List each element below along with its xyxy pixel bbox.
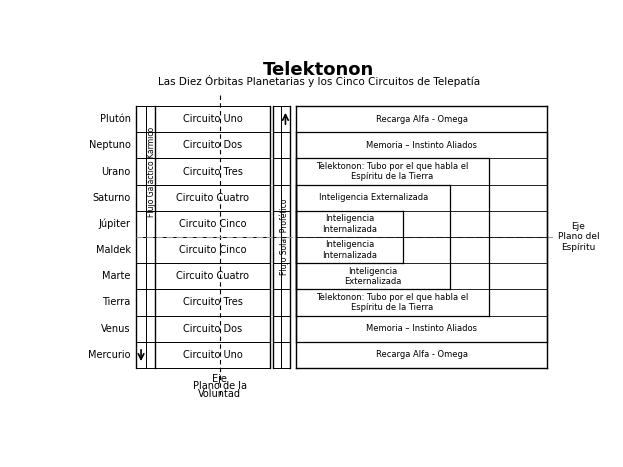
Text: Circuito Tres: Circuito Tres [183,297,243,307]
Text: Plano de la: Plano de la [193,382,247,391]
Text: Circuito Cinco: Circuito Cinco [179,245,247,255]
Text: Circuito Uno: Circuito Uno [183,114,242,124]
Text: Neptuno: Neptuno [88,141,131,150]
Text: Eje
Plano del
Espíritu: Eje Plano del Espíritu [558,222,599,252]
Text: Marte: Marte [102,271,131,281]
Text: Circuito Dos: Circuito Dos [183,324,242,333]
Text: Maldek: Maldek [95,245,131,255]
Text: Inteligencia Externalizada: Inteligencia Externalizada [318,193,428,202]
Text: Circuito Uno: Circuito Uno [183,350,242,360]
Text: Telektonon: Telektonon [264,61,374,79]
Text: Tierra: Tierra [102,297,131,307]
Text: Memoria – Instinto Aliados: Memoria – Instinto Aliados [366,324,477,333]
Text: Circuito Cuatro: Circuito Cuatro [176,193,249,203]
Text: Memoria – Instinto Aliados: Memoria – Instinto Aliados [366,141,477,150]
Text: Circuito Cuatro: Circuito Cuatro [176,271,249,281]
Text: Circuito Cinco: Circuito Cinco [179,219,247,229]
Text: Flujo Galáctico Kármico: Flujo Galáctico Kármico [147,127,156,217]
Text: Telektonon: Tubo por el que habla el
Espíritu de la Tierra: Telektonon: Tubo por el que habla el Esp… [316,293,468,312]
Text: Circuito Dos: Circuito Dos [183,141,242,150]
Text: Plutón: Plutón [100,114,131,124]
Text: Circuito Tres: Circuito Tres [183,167,243,177]
Text: Venus: Venus [101,324,131,333]
Text: Voluntad: Voluntad [198,389,241,399]
Text: Eje: Eje [212,374,227,384]
Text: Flujo Solar Profético: Flujo Solar Profético [279,199,289,275]
Text: Mercurio: Mercurio [88,350,131,360]
Text: Recarga Alfa - Omega: Recarga Alfa - Omega [376,115,468,124]
Text: Inteligencia
Internalizada: Inteligencia Internalizada [322,241,378,260]
Text: Saturno: Saturno [92,193,131,203]
Text: Inteligencia
Externalizada: Inteligencia Externalizada [345,267,402,286]
Text: Júpiter: Júpiter [98,219,131,229]
Text: Las Diez Órbitas Planetarias y los Cinco Circuitos de Telepatía: Las Diez Órbitas Planetarias y los Cinco… [158,75,480,87]
Text: Inteligencia
Internalizada: Inteligencia Internalizada [322,214,378,234]
Text: Urano: Urano [102,167,131,177]
Text: Recarga Alfa - Omega: Recarga Alfa - Omega [376,350,468,359]
Text: Telektonon: Tubo por el que habla el
Espíritu de la Tierra: Telektonon: Tubo por el que habla el Esp… [316,162,468,181]
